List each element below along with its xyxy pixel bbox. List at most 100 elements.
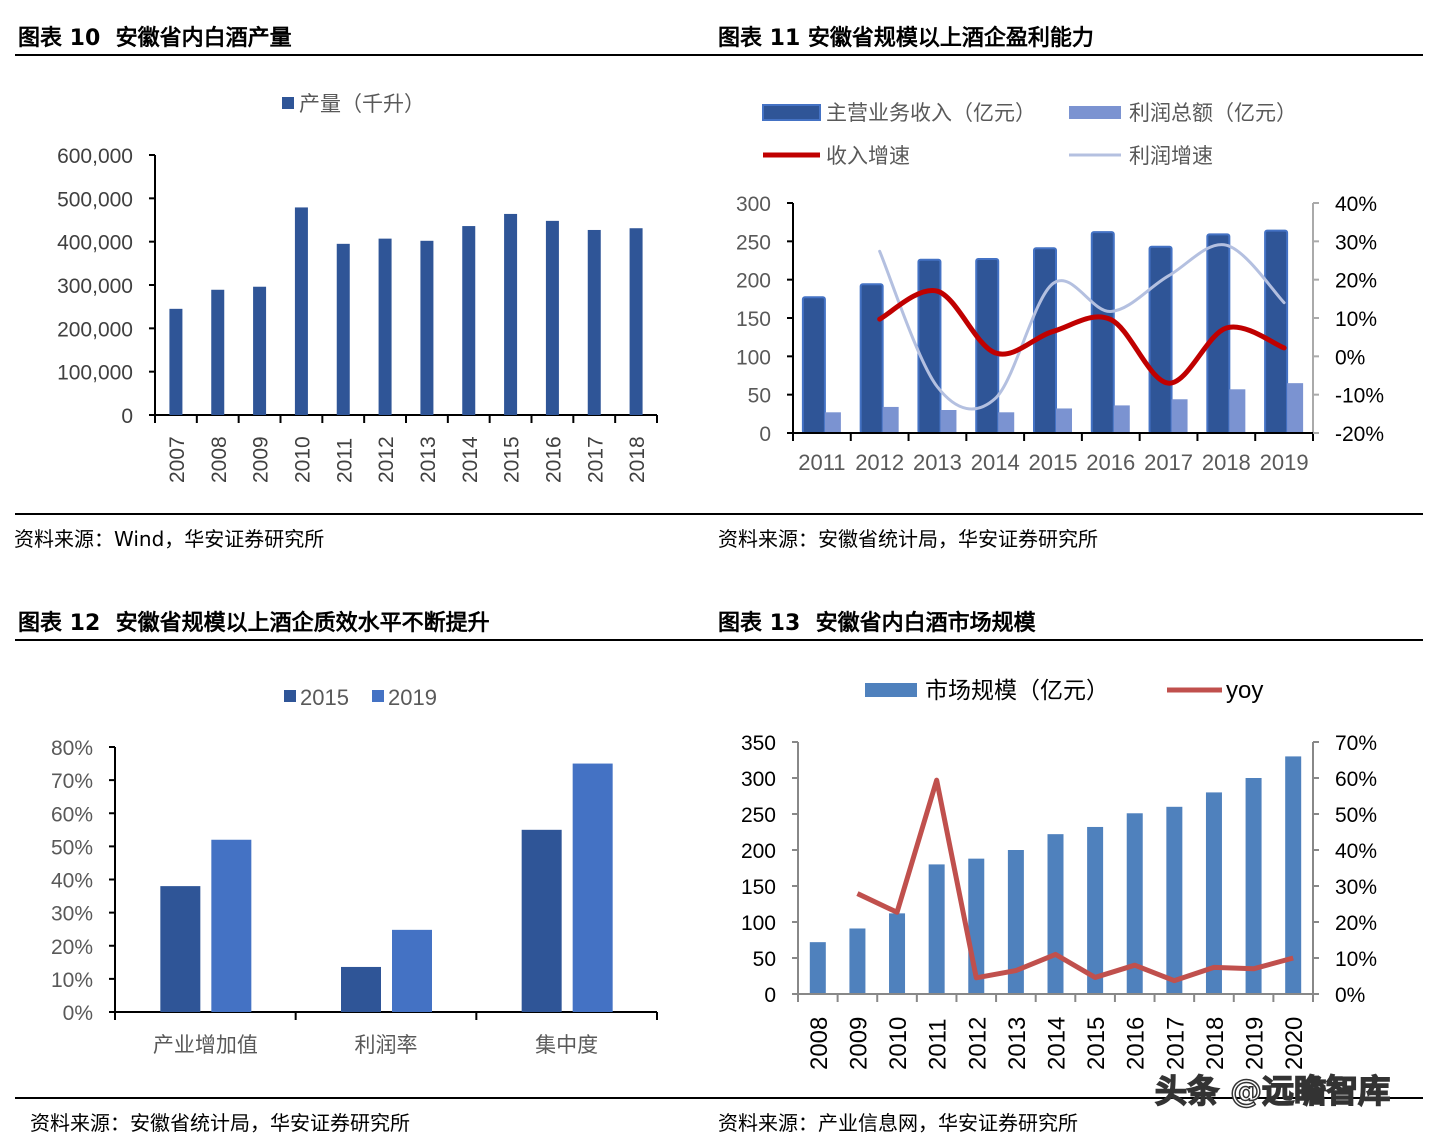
c12-bar-2015-集中度: [521, 829, 562, 1012]
c10-y-tick-label: 600,000: [57, 145, 133, 168]
c11-y2-tick-label: 20%: [1335, 270, 1377, 293]
c13-legend-bar-swatch: [865, 683, 917, 697]
chart-11-title: 图表 11 安徽省规模以上酒企盈利能力: [718, 26, 1094, 51]
chart-10-title: 图表 10 安徽省内白酒产量: [18, 26, 292, 51]
c10-y-tick-label: 0: [121, 405, 133, 428]
c10-x-label: 2018: [626, 436, 649, 483]
c13-y-tick-label: 300: [741, 768, 776, 791]
c11-revenue-bar-2019: [1264, 229, 1289, 434]
c13-y2-tick-label: 10%: [1335, 948, 1377, 971]
c13-x-label: 2012: [964, 1017, 991, 1070]
c10-x-label: 2015: [501, 436, 524, 483]
c11-legend-label: 主营业务收入（亿元）: [826, 102, 1036, 125]
c11-x-label: 2017: [1144, 450, 1193, 475]
c12-bar-2019-产业增加值: [211, 839, 252, 1012]
c13-x-label: 2009: [845, 1017, 872, 1070]
c13-y-tick-label: 350: [741, 732, 776, 755]
c11-y-tick-label: 250: [736, 231, 771, 254]
c11-profit-bar-2016: [1113, 405, 1130, 433]
c11-x-label: 2011: [798, 450, 845, 475]
c12-y-tick-label: 80%: [51, 737, 93, 760]
c13-bar-2009: [849, 928, 866, 994]
c13-x-label: 2016: [1123, 1017, 1150, 1070]
c11-revenue-bar-2012: [859, 283, 884, 434]
chart-13-source: 资料来源：产业信息网，华安证券研究所: [718, 1111, 1078, 1135]
c12-y-tick-label: 30%: [51, 903, 93, 926]
c10-x-label: 2014: [459, 436, 482, 483]
c13-legend-label: yoy: [1226, 677, 1263, 704]
c13-y-tick-label: 100: [741, 912, 776, 935]
c10-x-label: 2011: [333, 438, 356, 483]
c12-legend-label: 2015: [300, 685, 349, 710]
c10-bar-2017: [587, 229, 601, 415]
c13-x-label: 2014: [1044, 1017, 1071, 1070]
c13-bar-2017: [1166, 806, 1183, 994]
c11-profit-bar-2019: [1287, 383, 1304, 433]
c11-y-tick-label: 100: [736, 346, 771, 369]
c13-y2-tick-label: 40%: [1335, 840, 1377, 863]
c10-y-tick-label: 400,000: [57, 232, 133, 255]
c12-bar-2019-集中度: [572, 763, 613, 1012]
chart-12-title: 图表 12 安徽省规模以上酒企质效水平不断提升: [18, 611, 490, 636]
c13-y2-tick-label: 20%: [1335, 912, 1377, 935]
c11-legend-label: 利润总额（亿元）: [1129, 102, 1297, 125]
c12-bar-2015-利润率: [341, 966, 381, 1012]
c13-bar-2020: [1285, 756, 1302, 994]
c13-x-label: 2017: [1162, 1017, 1189, 1070]
c10-bar-2010: [294, 207, 308, 415]
c12-y-tick-label: 10%: [51, 969, 93, 992]
c11-legend-label: 利润增速: [1129, 145, 1213, 168]
c10-x-label: 2017: [584, 436, 607, 483]
c11-revenue-bar-2011: [801, 296, 826, 434]
divider: [15, 639, 1423, 641]
c10-x-label: 2016: [542, 436, 565, 483]
c11-legend-profit-swatch: [1069, 106, 1121, 119]
divider: [15, 1097, 1423, 1099]
c12-y-tick-label: 50%: [51, 836, 93, 859]
c10-legend-swatch: [282, 97, 294, 109]
c11-revenue-bar-2013: [917, 258, 942, 434]
c11-profit-bar-2018: [1229, 389, 1246, 433]
c10-bar-2015: [504, 213, 518, 415]
c11-x-label: 2018: [1202, 450, 1251, 475]
c11-line-收入增速: [877, 288, 1287, 386]
c11-line-利润增速: [878, 243, 1286, 411]
c13-bar-2016: [1126, 813, 1143, 994]
c11-revenue-bar-2016: [1090, 231, 1115, 434]
c12-y-tick-label: 60%: [51, 803, 93, 826]
c10-bar-2011: [336, 243, 350, 415]
c13-y-tick-label: 50: [753, 948, 776, 971]
c10-x-label: 2013: [417, 436, 440, 483]
c13-x-label: 2010: [885, 1017, 912, 1070]
c11-profit-bar-2011: [824, 412, 841, 433]
c11-y2-tick-label: 40%: [1335, 193, 1377, 216]
c11-legend-revenue-swatch: [762, 104, 821, 121]
c13-y-tick-label: 200: [741, 840, 776, 863]
c11-x-label: 2016: [1086, 450, 1135, 475]
c13-y2-tick-label: 30%: [1335, 876, 1377, 899]
c11-profit-bar-2014: [998, 412, 1015, 433]
c13-x-label: 2020: [1281, 1017, 1308, 1070]
c12-y-tick-label: 20%: [51, 936, 93, 959]
c10-legend-label: 产量（千升）: [299, 93, 425, 116]
c13-bar-2018: [1205, 792, 1222, 994]
c12-y-tick-label: 40%: [51, 870, 93, 893]
c12-legend-swatch: [372, 690, 384, 702]
c13-x-label: 2019: [1242, 1017, 1269, 1070]
c11-y-tick-label: 300: [736, 193, 771, 216]
c13-y-tick-label: 0: [764, 984, 776, 1007]
c12-bar-2015-产业增加值: [160, 886, 201, 1012]
c10-bar-2018: [629, 228, 643, 415]
c10-y-tick-label: 100,000: [57, 362, 133, 385]
c12-x-label: 利润率: [355, 1034, 418, 1057]
c10-y-tick-label: 500,000: [57, 188, 133, 211]
divider: [15, 513, 1423, 515]
c11-profit-bar-2017: [1171, 399, 1188, 433]
c10-bar-2008: [211, 289, 225, 415]
c13-x-label: 2011: [925, 1018, 952, 1070]
c11-x-label: 2019: [1260, 450, 1309, 475]
c10-bar-2016: [545, 220, 559, 415]
c10-bar-2007: [169, 308, 183, 415]
c13-y2-tick-label: 70%: [1335, 732, 1377, 755]
c11-y2-tick-label: 0%: [1335, 346, 1365, 369]
